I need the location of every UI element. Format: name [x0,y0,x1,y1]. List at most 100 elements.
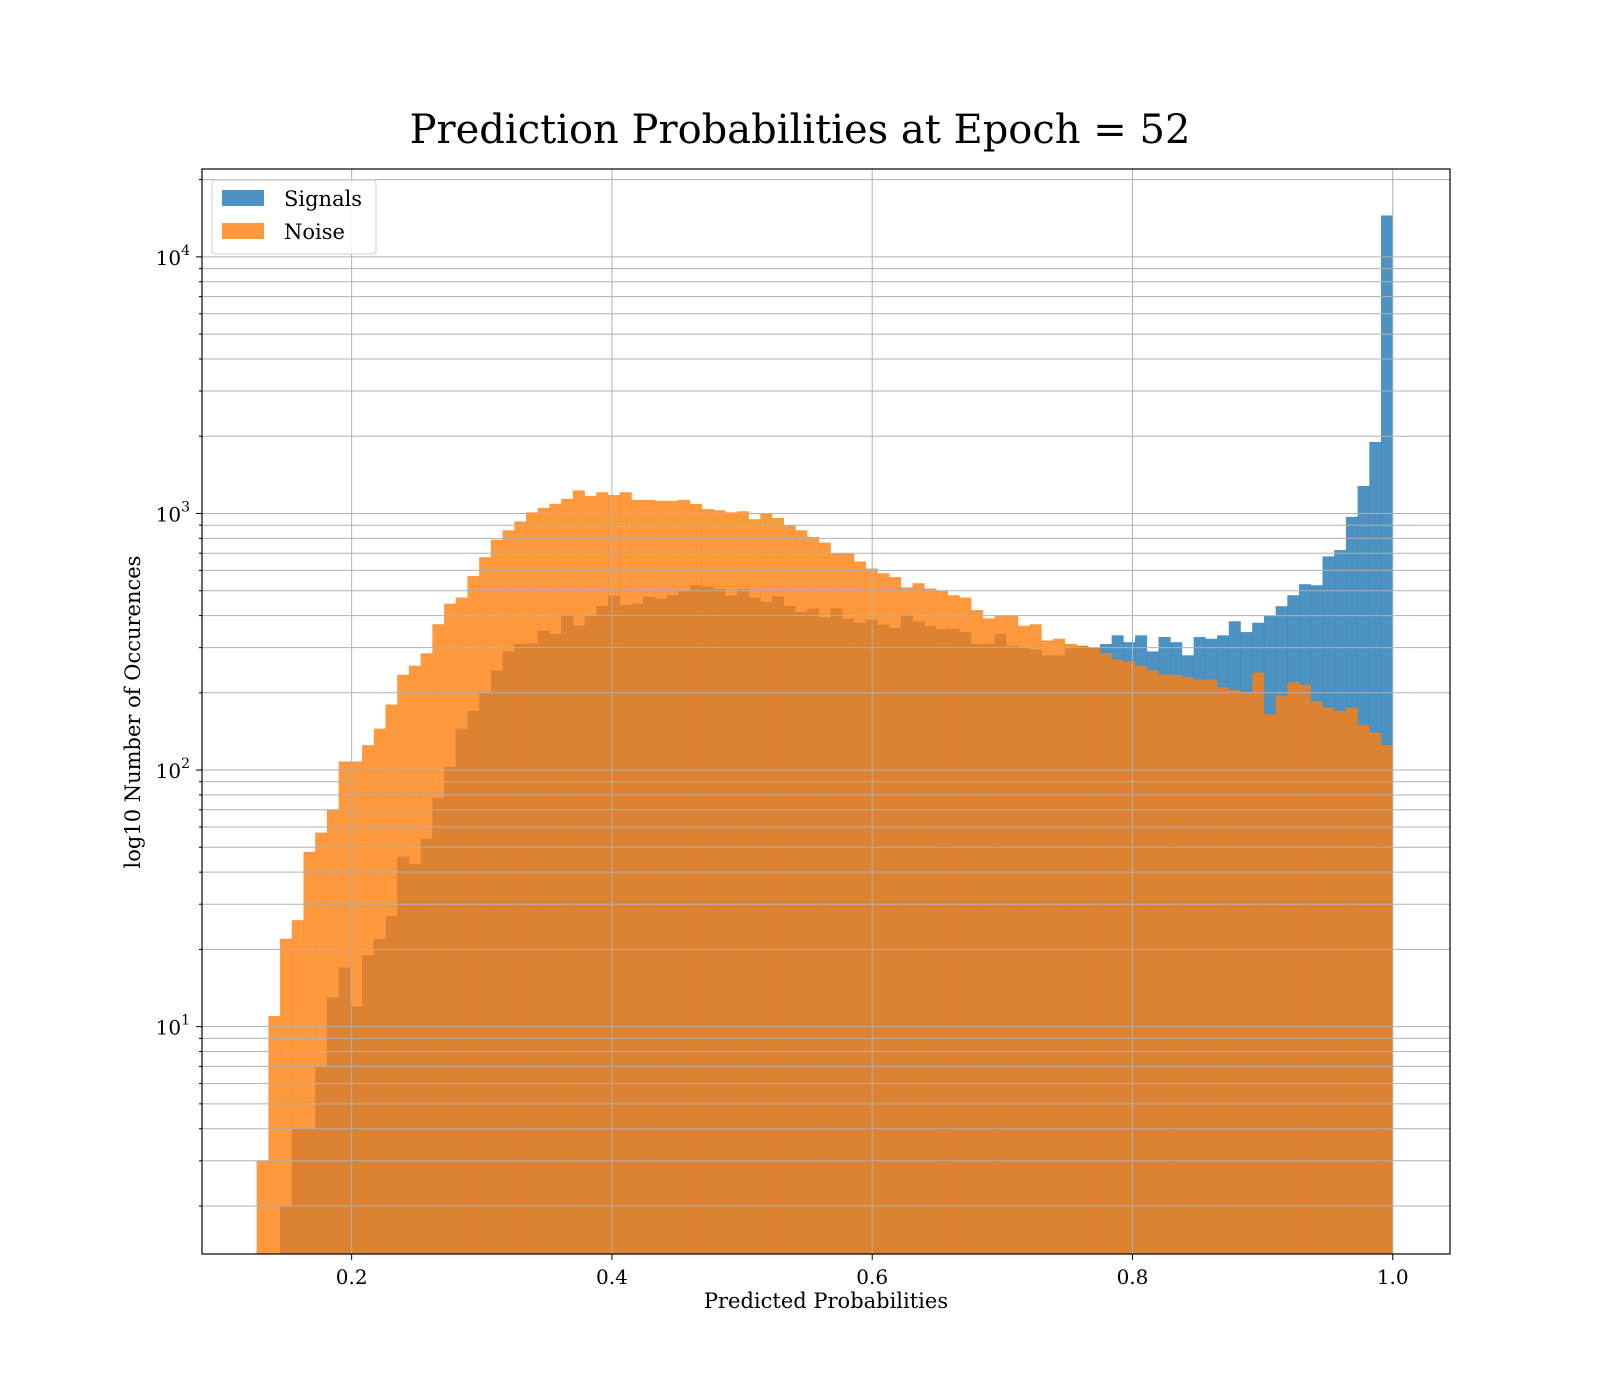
bar-noise [1322,707,1335,1254]
bar-noise [467,576,480,1254]
bar-noise [643,499,656,1254]
bar-noise [280,938,293,1254]
y-axis-ticks: 101 102 103 104 [156,179,202,1207]
bar-noise [1135,665,1148,1254]
bar-noise [1006,615,1019,1254]
plot-area-frame [201,168,1451,1255]
bar-noise [537,508,550,1255]
bar-noise [971,610,984,1254]
legend: Signals Noise [211,179,377,255]
bar-noise [1088,647,1101,1254]
bar-noise [256,1160,269,1254]
bar-noise [1041,640,1054,1254]
bar-noise [994,615,1007,1254]
bar-noise [596,492,609,1254]
y-tick-label: 102 [156,756,190,783]
bar-noise [514,521,527,1254]
bar-noise [736,511,749,1254]
x-tick-label: 0.2 [336,1265,368,1289]
bar-noise [783,525,796,1254]
bar-noise [982,618,995,1254]
bar-noise [748,519,761,1254]
bar-noise [935,590,948,1254]
bar-noise [853,561,866,1254]
legend-label-signals: Signals [284,187,362,211]
bar-noise [338,761,351,1254]
bar-noise [1310,701,1323,1254]
legend-swatch-signals [222,190,264,206]
bar-noise [608,495,621,1254]
bar-noise [315,832,328,1254]
bar-noise [526,512,539,1254]
bar-noise [479,557,492,1254]
bar-noise [385,704,398,1254]
x-tick-label: 0.8 [1117,1265,1149,1289]
bar-noise [408,665,421,1254]
bar-noise [631,499,644,1254]
bar-noise [713,510,726,1254]
bar-noise [350,761,363,1254]
chart-title: Prediction Probabilities at Epoch = 52 [410,107,1191,153]
bar-noise [889,577,902,1254]
y-tick-label: 103 [156,499,190,526]
bar-noise [303,851,316,1254]
bar-noise [666,500,679,1254]
y-axis-label: log10 Number of Occurences [121,556,145,869]
bar-noise [807,536,820,1254]
bar-noise [924,588,937,1254]
bar-noise [444,603,457,1254]
bar-noise [1381,745,1394,1254]
bar-noise [619,492,632,1254]
bar-noise [1217,687,1230,1254]
bar-noise [1263,714,1276,1254]
bar-noise [549,503,562,1254]
bar-noise [502,530,515,1254]
gridlines-overlay [202,169,1450,1254]
bar-noise [1357,724,1370,1254]
bar-noise [1017,625,1030,1254]
bar-noise [1158,674,1171,1254]
bar-noise [842,553,855,1254]
bar-noise [1170,674,1183,1254]
bar-noise [1099,653,1112,1254]
bar-noise [432,624,445,1254]
bar-noise [795,530,808,1254]
x-axis-label: Predicted Probabilities [704,1289,948,1313]
bar-noise [1228,690,1241,1254]
bar-noise [1275,695,1288,1254]
bar-noise [725,512,738,1254]
bar-noise [1252,672,1265,1254]
bar-noise [1111,659,1124,1254]
bar-noise [362,745,375,1254]
x-tick-label: 0.4 [596,1265,628,1289]
bar-noise [690,503,703,1254]
bar-noise [1240,692,1253,1254]
bar-noise [912,583,925,1254]
bar-noise [678,499,691,1254]
bar-noise [326,809,339,1254]
x-tick-label: 0.6 [856,1265,888,1289]
y-tick-label: 101 [156,1013,190,1040]
bar-noise [1334,710,1347,1254]
bar-noise [771,518,785,1254]
bar-noise [268,1016,281,1254]
y-tick-label: 104 [156,243,190,270]
bar-noise [900,587,913,1254]
bar-noise [490,539,503,1254]
x-axis-ticks: 0.2 0.4 0.6 0.8 1.0 [336,1254,1409,1289]
bar-noise [1029,624,1042,1254]
bar-noise [1369,732,1382,1254]
bar-noise [455,597,468,1254]
bar-noise [947,595,960,1254]
legend-swatch-noise [222,223,264,239]
bar-noise [373,728,386,1254]
bar-noise [1193,679,1206,1254]
x-tick-label: 1.0 [1377,1265,1409,1289]
bar-noise [1345,707,1358,1254]
bar-noise [830,553,843,1254]
bar-noise [291,920,304,1254]
bar-noise [1205,679,1218,1254]
bar-noise [584,495,597,1254]
bar-noise [865,568,878,1254]
